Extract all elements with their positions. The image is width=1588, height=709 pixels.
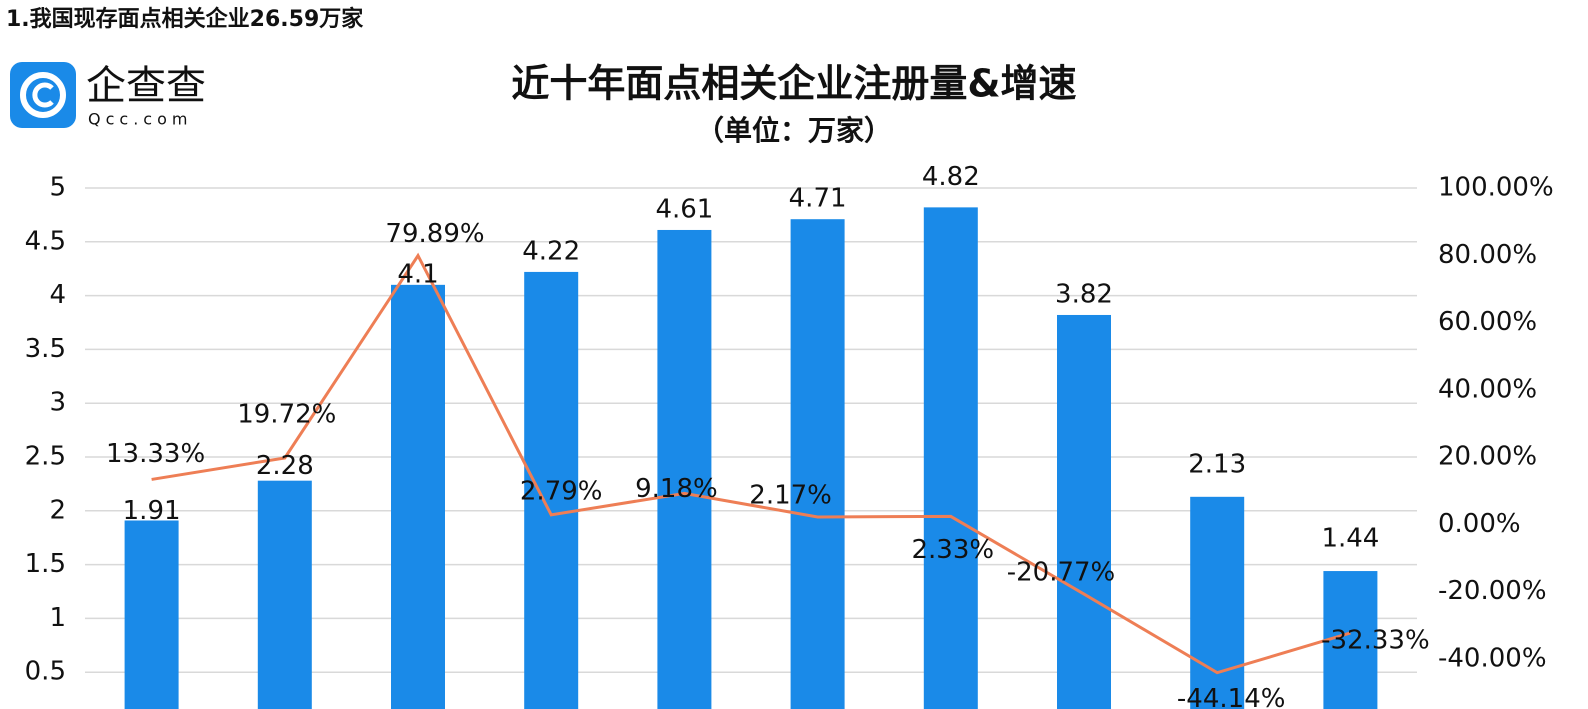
line-value-label: -32.33% [1321,625,1430,655]
bar-value-label: 2.13 [1188,449,1246,479]
y2-tick-label: 100.00% [1438,173,1554,203]
y2-tick-label: 20.00% [1438,442,1537,472]
line-value-label: 79.89% [385,219,484,249]
bar [391,284,445,709]
logo-ring [20,72,66,118]
bar [923,207,978,709]
y-tick-label: 1 [49,603,66,633]
bar [1057,314,1111,709]
line-value-label: -20.77% [1007,558,1116,588]
y-tick-label: 3 [49,388,66,418]
bar-value-label: 4.1 [397,259,438,289]
y-tick-label: 0.5 [25,657,66,687]
header: 1.我国现存面点相关企业26.59万家 [6,6,364,32]
logo-c [32,82,54,108]
bar-value-label: 1.91 [123,496,181,526]
bar-value-label: 3.82 [1055,279,1113,309]
line-value-label: 19.72% [237,399,336,429]
y2-tick-label: -40.00% [1438,643,1547,673]
line-value-label: 13.33% [106,439,205,469]
y-tick-label: 2.5 [25,442,66,472]
bar [1190,496,1245,709]
y2-tick-label: 80.00% [1438,240,1537,270]
chart-subtitle: （单位：万家） [696,114,892,147]
y-tick-label: 5 [49,173,66,203]
y2-tick-label: 40.00% [1438,374,1537,404]
y2-tick-label: -20.00% [1438,576,1547,606]
bar [657,229,712,709]
line-value-label: 2.17% [749,480,832,510]
line-value-label: 2.33% [911,535,994,565]
line [151,252,1351,675]
chart-title: 近十年面点相关企业注册量&增速 [511,62,1076,106]
y-tick-label: 4.5 [25,226,66,256]
logo-icon [10,62,76,128]
bar-value-label: 4.61 [655,194,713,224]
y2-tick-label: 0.00% [1438,509,1521,539]
bar [790,219,845,709]
y-tick-label: 2 [49,495,66,525]
bar-value-label: 1.44 [1321,524,1379,554]
y-tick-label: 3.5 [25,334,66,364]
y2-tick-label: 60.00% [1438,307,1537,337]
bar [1323,571,1378,709]
bar-value-label: 4.22 [522,236,580,266]
bar [524,271,579,709]
bar-value-label: 4.82 [922,162,980,192]
logo-name: 企查查 [86,63,206,109]
y-tick-label: 1.5 [25,549,66,579]
bar-value-label: 2.28 [256,451,314,481]
logo-domain: Qcc.com [88,110,192,129]
bar [257,480,312,709]
bar-value-label: 4.71 [789,184,847,214]
line-value-label: 2.79% [520,476,603,506]
line-value-label: 9.18% [635,474,718,504]
line-value-label: -44.14% [1177,684,1286,709]
bar [124,520,179,709]
y-tick-label: 4 [49,280,66,310]
